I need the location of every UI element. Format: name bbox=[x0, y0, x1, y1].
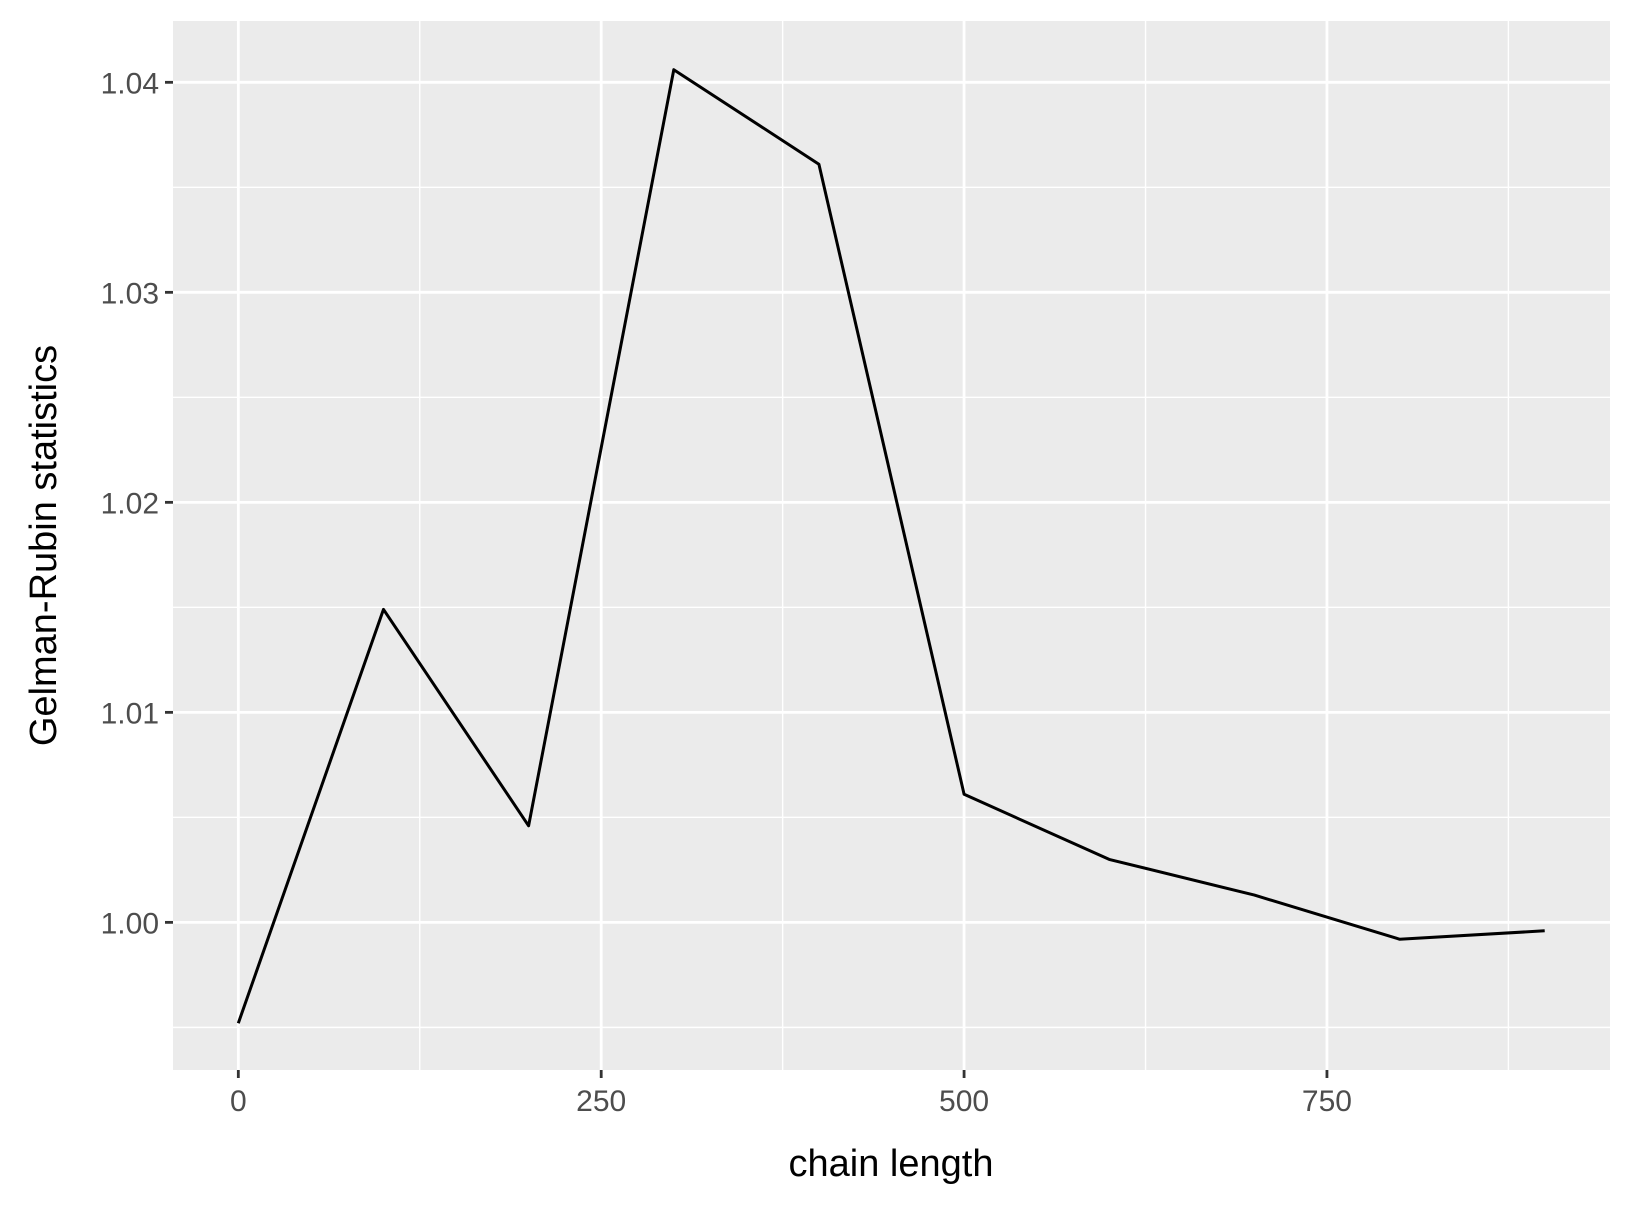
y-axis-title: Gelman-Rubin statistics bbox=[23, 345, 65, 746]
y-tick-label: 1.02 bbox=[101, 487, 159, 520]
y-tick-label: 1.01 bbox=[101, 697, 159, 730]
major-gridlines bbox=[173, 21, 1610, 1070]
series-layer bbox=[236, 68, 1545, 1024]
y-axis: 1.00 1.01 1.02 1.03 1.04 bbox=[101, 67, 173, 940]
panel-background bbox=[173, 21, 1610, 1070]
x-tick-label: 250 bbox=[576, 1085, 626, 1118]
y-tick-label: 1.00 bbox=[101, 907, 159, 940]
y-tick-label: 1.03 bbox=[101, 277, 159, 310]
series-line bbox=[236, 68, 1545, 1024]
minor-gridlines bbox=[173, 21, 1610, 1070]
x-tick-label: 750 bbox=[1302, 1085, 1352, 1118]
y-tick-label: 1.04 bbox=[101, 67, 159, 100]
x-axis: 0 250 500 750 bbox=[230, 1070, 1352, 1118]
x-tick-label: 500 bbox=[939, 1085, 989, 1118]
x-tick-label: 0 bbox=[230, 1085, 247, 1118]
x-axis-title: chain length bbox=[789, 1143, 994, 1185]
